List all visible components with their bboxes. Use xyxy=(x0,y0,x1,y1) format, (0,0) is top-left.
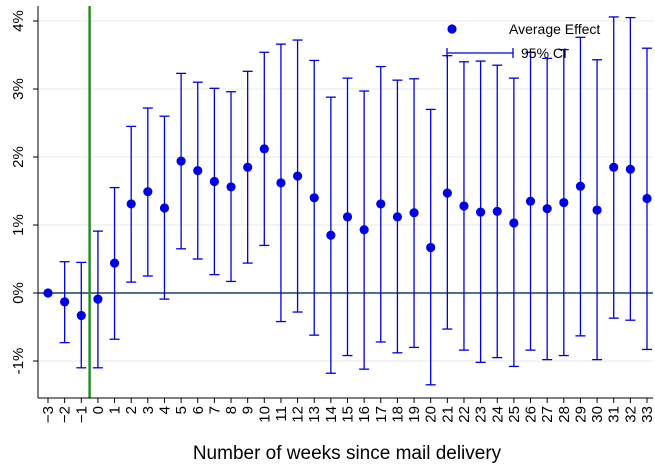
x-tick-label: 13 xyxy=(306,406,323,423)
legend: Average Effect 95% CI xyxy=(446,21,600,61)
x-tick-label: 14 xyxy=(323,406,340,423)
x-tick-label: 5 xyxy=(173,406,190,414)
x-tick-label: 29 xyxy=(572,406,589,423)
x-tick-label: 31 xyxy=(606,406,623,423)
y-tick-label: 1% xyxy=(10,214,27,236)
effect-point xyxy=(476,207,486,217)
x-tick-label: 18 xyxy=(389,406,406,423)
legend-label-effect: Average Effect xyxy=(509,21,600,37)
x-tick-label: 28 xyxy=(556,406,573,423)
effect-point xyxy=(509,218,519,228)
x-tick-label: −3 xyxy=(40,406,57,423)
legend-label-ci: 95% CI xyxy=(521,45,567,61)
effect-point xyxy=(259,144,269,154)
effect-point xyxy=(342,212,353,222)
effect-point xyxy=(243,162,253,172)
effect-point xyxy=(426,242,436,253)
effect-point xyxy=(76,310,86,321)
x-tick-label: 0 xyxy=(90,406,107,414)
effect-point xyxy=(392,212,403,222)
y-tick-label: -1% xyxy=(10,348,27,375)
x-tick-label: 9 xyxy=(240,406,257,414)
effect-point xyxy=(143,187,153,197)
y-tick-label: 0% xyxy=(10,282,27,304)
x-tick-label: 33 xyxy=(639,406,655,423)
effect-point xyxy=(542,204,552,214)
x-tick-label: 32 xyxy=(622,406,639,423)
effect-point xyxy=(642,193,652,204)
x-tick-label: 3 xyxy=(140,406,157,414)
x-tick-label: 1 xyxy=(107,406,124,414)
effect-points xyxy=(43,144,652,321)
x-tick-label: 16 xyxy=(356,406,373,423)
gridlines xyxy=(38,20,653,362)
effect-point xyxy=(609,162,619,172)
effect-point xyxy=(409,208,419,218)
effect-point xyxy=(376,199,386,209)
effect-point xyxy=(592,205,602,215)
x-tick-label: 6 xyxy=(190,406,207,414)
y-tick-label: 2% xyxy=(10,146,27,168)
effect-point xyxy=(209,176,219,187)
effect-point xyxy=(492,206,502,216)
effect-point xyxy=(525,196,536,206)
x-tick-label: 22 xyxy=(456,406,473,423)
x-tick-label: −1 xyxy=(73,406,90,423)
x-tick-label: 17 xyxy=(373,406,390,423)
effect-point xyxy=(575,181,586,191)
x-tick-label: 30 xyxy=(589,406,606,423)
x-tick-label: 15 xyxy=(340,406,357,423)
x-tick-label: 7 xyxy=(206,406,223,414)
x-tick-label: 21 xyxy=(439,406,456,423)
x-tick-label: 27 xyxy=(539,406,556,423)
reference-lines xyxy=(38,6,653,398)
x-tick-label: 8 xyxy=(223,406,240,414)
effect-point xyxy=(309,193,319,203)
x-tick-label: 19 xyxy=(406,406,423,423)
x-tick-label: 4 xyxy=(156,406,173,414)
effect-point xyxy=(442,188,452,198)
x-tick-label: 12 xyxy=(290,406,307,423)
effect-point xyxy=(93,294,103,304)
x-axis-title: Number of weeks since mail delivery xyxy=(193,443,502,464)
effect-point xyxy=(193,166,203,176)
effect-point xyxy=(625,164,635,174)
effect-point xyxy=(292,171,303,181)
axes: -1%0%1%2%3%4%−3 −2 −1 0 1 2 3 4 5 6 7 8 9 10 11 12 13 14 1… xyxy=(10,6,655,423)
y-tick-label: 4% xyxy=(10,10,27,32)
x-tick-label: 23 xyxy=(473,406,490,423)
x-tick-label: 10 xyxy=(256,406,273,423)
y-tick-label: 3% xyxy=(10,78,27,100)
effect-point xyxy=(60,297,70,307)
effect-point xyxy=(43,288,53,298)
x-tick-label: 26 xyxy=(523,406,540,423)
effect-point xyxy=(176,156,186,166)
effect-point xyxy=(126,199,136,209)
x-tick-label: 24 xyxy=(489,406,506,423)
effect-point xyxy=(276,178,286,188)
effect-point xyxy=(159,203,170,213)
x-tick-label: 20 xyxy=(423,406,440,423)
effect-point xyxy=(326,230,336,240)
x-tick-label: −2 xyxy=(57,406,74,423)
effect-point xyxy=(226,182,236,192)
effect-point xyxy=(559,197,569,208)
legend-marker-effect xyxy=(447,24,457,34)
x-tick-label: 25 xyxy=(506,406,523,423)
effect-point xyxy=(459,201,469,211)
effect-point xyxy=(109,258,120,268)
x-tick-label: 2 xyxy=(123,406,140,414)
effect-point xyxy=(359,225,369,235)
x-tick-label: 11 xyxy=(273,406,290,422)
